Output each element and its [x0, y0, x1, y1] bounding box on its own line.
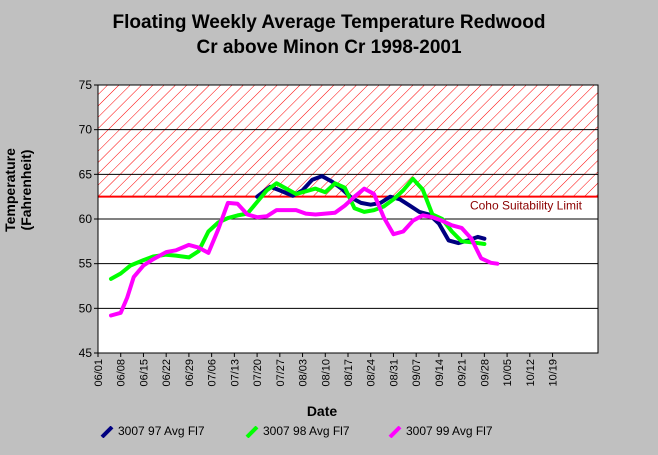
- y-tick-label: 70: [79, 123, 93, 137]
- x-tick-label: 08/03: [298, 359, 310, 387]
- y-tick-label: 75: [79, 78, 93, 92]
- x-tick-label: 07/13: [229, 359, 241, 387]
- chart-title: Floating Weekly Average Temperature Redw…: [0, 10, 658, 60]
- x-tick-label: 09/21: [457, 359, 469, 387]
- x-tick-label: 09/14: [434, 359, 446, 387]
- legend-label-98: 3007 98 Avg Fl7: [263, 424, 350, 438]
- x-tick-label: 08/10: [320, 359, 332, 387]
- x-tick-label: 08/31: [388, 359, 400, 387]
- x-tick-label: 07/20: [252, 359, 264, 387]
- x-axis-label: Date: [306, 403, 338, 419]
- y-tick-label: 60: [79, 212, 93, 226]
- x-tick-label: 06/01: [93, 359, 105, 387]
- x-tick-label: 06/15: [138, 359, 150, 387]
- x-tick-label: 06/22: [161, 359, 173, 387]
- x-tick-label: 06/08: [116, 359, 128, 387]
- x-tick-label: 09/28: [479, 359, 491, 387]
- y-tick-label: 55: [79, 257, 93, 271]
- legend-swatch-97: [100, 425, 114, 438]
- x-tick-label: 10/19: [548, 359, 560, 387]
- x-tick-label: 07/06: [207, 359, 219, 387]
- chart-title-line2: Cr above Minon Cr 1998-2001: [196, 37, 462, 58]
- legend-item-97: 3007 97 Avg Fl7: [100, 424, 205, 438]
- x-tick-label: 08/24: [366, 359, 378, 387]
- x-tick-label: 10/05: [502, 359, 514, 387]
- y-tick-label: 50: [79, 301, 93, 315]
- x-tick-label: 06/29: [184, 359, 196, 387]
- y-tick-label: 45: [79, 346, 93, 360]
- legend-item-98: 3007 98 Avg Fl7: [245, 424, 350, 438]
- x-tick-label: 09/07: [411, 359, 423, 387]
- legend-item-99: 3007 99 Avg Fl7: [388, 424, 493, 438]
- legend-label-97: 3007 97 Avg Fl7: [118, 424, 205, 438]
- series-line-2: [109, 186, 500, 318]
- series-line-1: [109, 176, 487, 281]
- chart-title-line1: Floating Weekly Average Temperature Redw…: [112, 12, 546, 33]
- y-tick-label: 65: [79, 167, 93, 181]
- x-tick-label: 10/12: [525, 359, 537, 387]
- y-axis-label-line2: (Fahrenheit): [18, 149, 34, 231]
- legend: 3007 97 Avg Fl7 3007 98 Avg Fl7 3007 99 …: [100, 424, 620, 442]
- y-axis-label-line1: Temperature: [2, 148, 18, 232]
- legend-label-99: 3007 99 Avg Fl7: [406, 424, 493, 438]
- legend-swatch-99: [388, 425, 402, 438]
- x-tick-label: 07/27: [275, 359, 287, 387]
- hatched-zone: [97, 84, 599, 198]
- x-tick-label: 08/17: [343, 359, 355, 387]
- threshold-label: Coho Suitability Limit: [470, 199, 583, 213]
- legend-swatch-98: [245, 425, 259, 438]
